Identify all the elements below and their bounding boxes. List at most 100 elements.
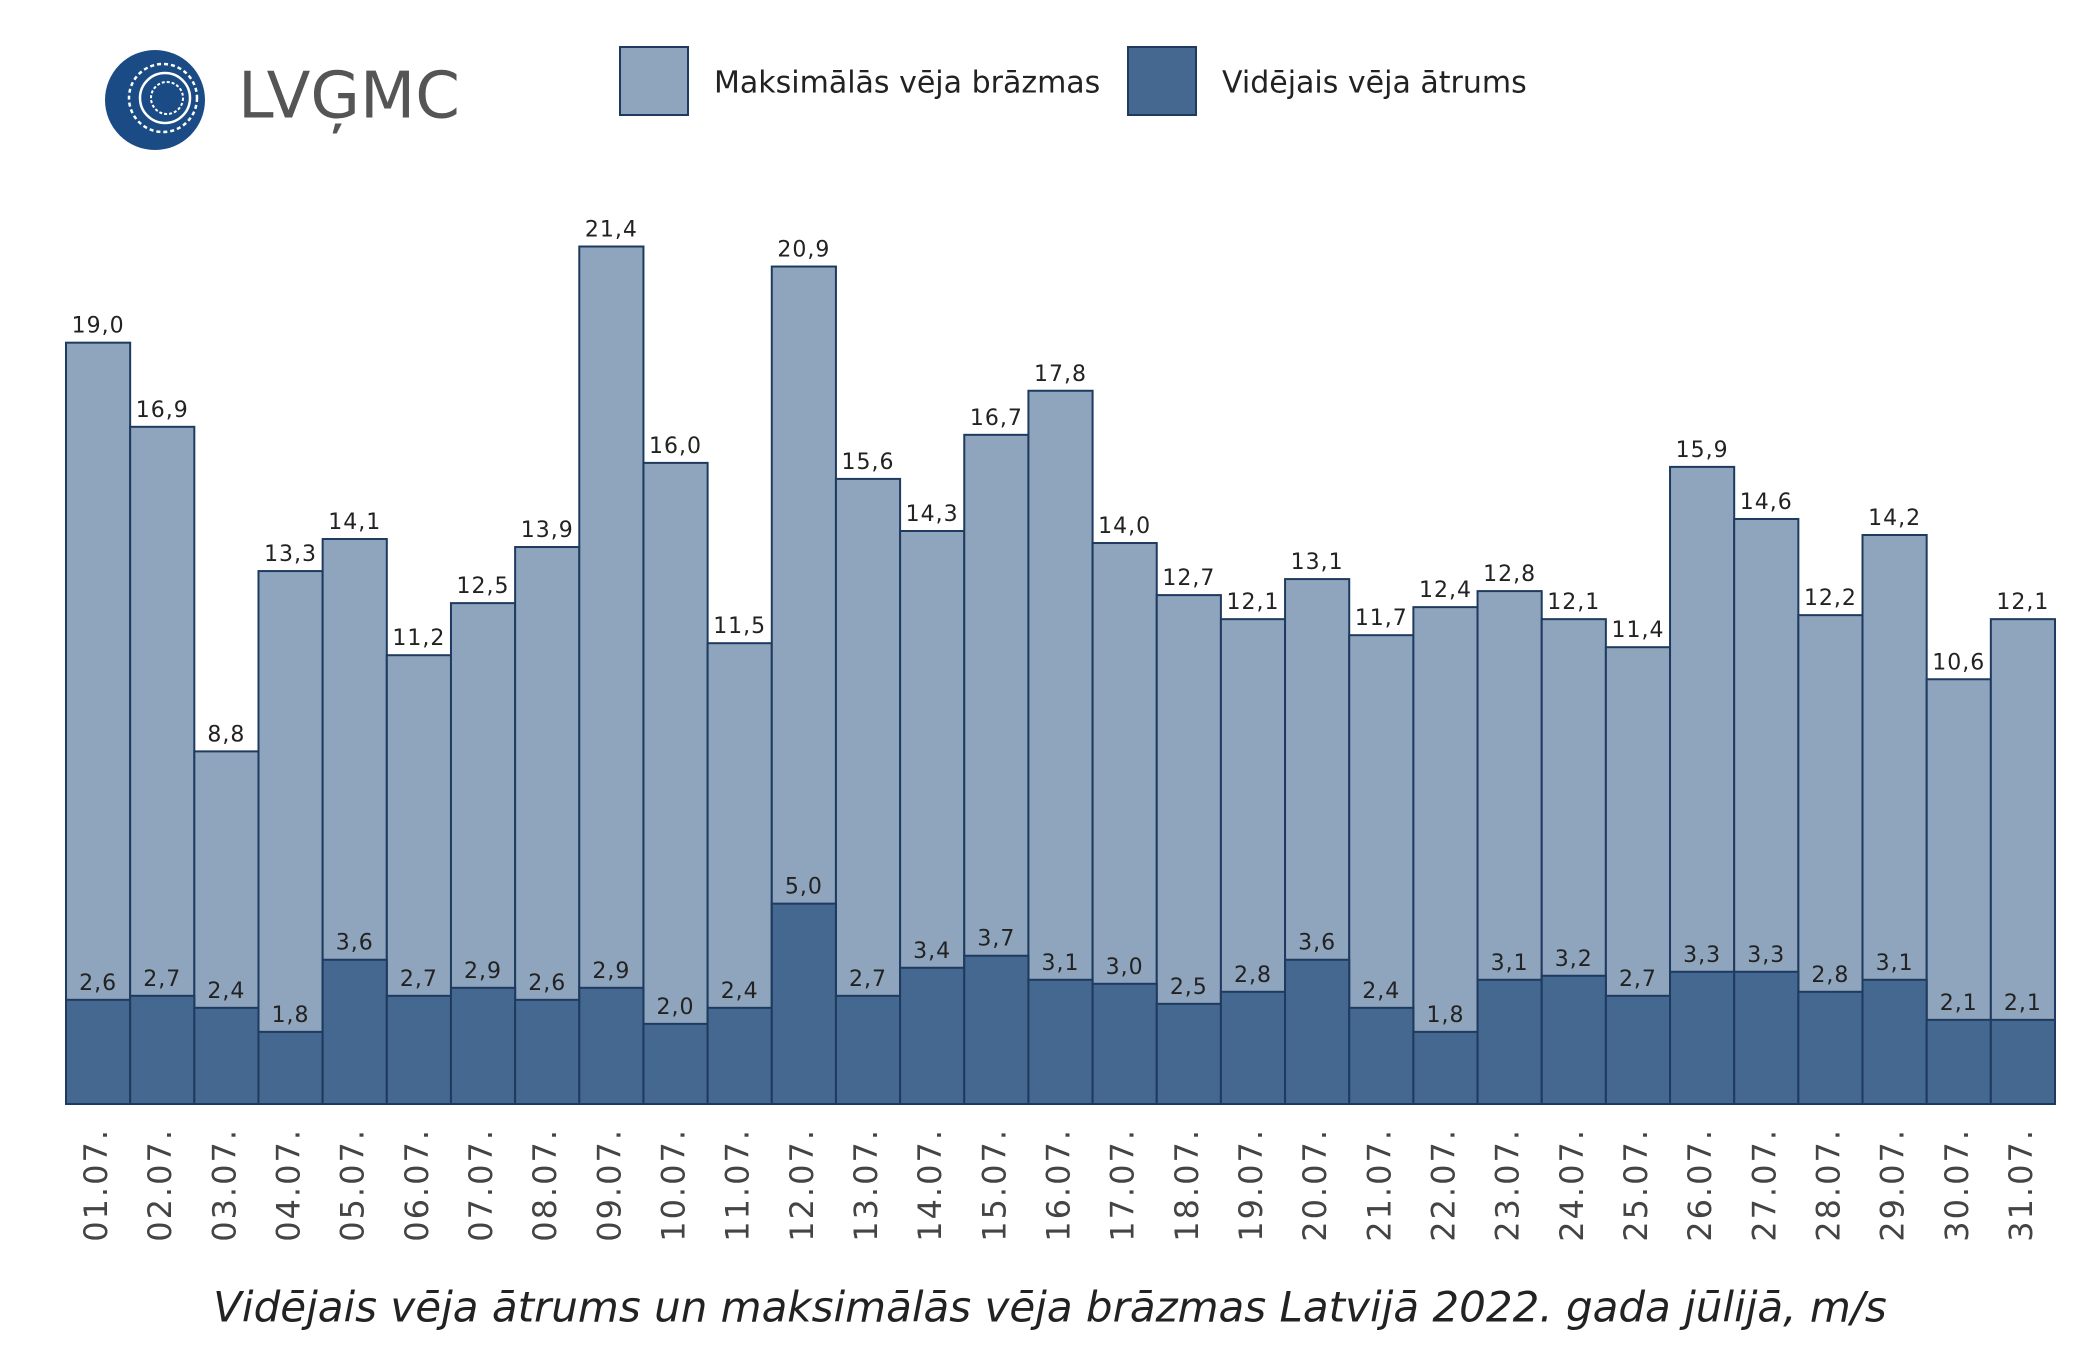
- value-label: 2,7: [849, 967, 887, 992]
- value-label: 12,4: [1419, 578, 1472, 603]
- x-tick-label: 24.07.: [1553, 1128, 1591, 1242]
- x-tick-label: 02.07.: [141, 1128, 179, 1242]
- value-label: 2,7: [400, 967, 438, 992]
- value-label: 12,2: [1804, 586, 1857, 611]
- x-tick-label: 21.07.: [1360, 1128, 1398, 1242]
- x-tick-label: 31.07.: [2002, 1128, 2040, 1242]
- value-label: 11,7: [1355, 606, 1408, 631]
- value-label: 10,6: [1932, 650, 1985, 675]
- x-tick-label: 17.07.: [1104, 1128, 1142, 1242]
- bar: [1219, 990, 1287, 1106]
- x-tick-label: 28.07.: [1809, 1128, 1847, 1242]
- value-label: 15,6: [842, 450, 895, 475]
- value-label: 14,0: [1098, 514, 1151, 539]
- value-label: 14,1: [328, 510, 381, 535]
- value-label: 2,4: [207, 979, 245, 1004]
- value-label: 15,9: [1676, 438, 1729, 463]
- logo-text: LVĢMC: [238, 60, 460, 134]
- value-label: 12,5: [457, 574, 510, 599]
- value-label: 3,3: [1747, 943, 1785, 968]
- value-label: 2,9: [592, 959, 630, 984]
- bar: [578, 986, 645, 1105]
- chart-title: Vidējais vēja ātrums un maksimālās vēja …: [213, 1283, 1887, 1332]
- value-label: 3,4: [913, 939, 951, 964]
- legend-label: Vidējais vēja ātrums: [1222, 66, 1527, 101]
- bar: [257, 1030, 324, 1106]
- value-label: 1,8: [1426, 1003, 1464, 1028]
- x-tick-label: 19.07.: [1232, 1128, 1270, 1242]
- value-label: 21,4: [585, 218, 638, 243]
- value-label: 2,8: [1811, 963, 1849, 988]
- value-label: 3,2: [1555, 947, 1593, 972]
- x-tick-label: 12.07.: [783, 1128, 821, 1242]
- value-label: 13,3: [264, 542, 317, 567]
- value-label: 2,5: [1170, 975, 1208, 1000]
- value-label: 2,1: [1940, 991, 1978, 1016]
- value-label: 11,5: [713, 614, 766, 639]
- bar: [1540, 974, 1607, 1105]
- value-label: 13,1: [1291, 550, 1344, 575]
- value-label: 3,7: [977, 927, 1015, 952]
- bar: [642, 1022, 709, 1105]
- x-tick-label: 26.07.: [1681, 1128, 1719, 1242]
- bar: [706, 1006, 773, 1105]
- value-label: 16,7: [970, 406, 1023, 431]
- x-tick-label: 07.07.: [462, 1128, 500, 1242]
- bar: [193, 1006, 260, 1105]
- value-label: 3,1: [1876, 951, 1914, 976]
- bar: [1091, 982, 1158, 1105]
- value-label: 8,8: [207, 722, 245, 747]
- value-label: 16,0: [649, 434, 702, 459]
- x-tick-label: 20.07.: [1296, 1128, 1334, 1242]
- value-label: 19,0: [72, 314, 125, 339]
- bar: [1733, 970, 1800, 1105]
- x-tick-label: 10.07.: [655, 1128, 693, 1242]
- value-label: 3,1: [1491, 951, 1529, 976]
- value-label: 2,8: [1234, 963, 1272, 988]
- bar: [1348, 1006, 1415, 1105]
- bar: [1669, 970, 1736, 1105]
- bar: [257, 570, 324, 1105]
- value-label: 12,1: [1226, 590, 1279, 615]
- value-label: 12,8: [1483, 562, 1536, 587]
- x-tick-label: 15.07.: [975, 1128, 1013, 1242]
- bar: [1989, 1018, 2057, 1106]
- x-tick-label: 03.07.: [205, 1128, 243, 1242]
- value-label: 11,2: [392, 626, 445, 651]
- x-tick-label: 08.07.: [526, 1128, 564, 1242]
- bar: [1476, 978, 1543, 1106]
- value-label: 12,7: [1162, 566, 1215, 591]
- bar: [770, 902, 837, 1106]
- value-label: 2,4: [721, 979, 759, 1004]
- bar: [1604, 994, 1672, 1105]
- value-label: 2,4: [1362, 979, 1400, 1004]
- bar: [899, 966, 966, 1106]
- bar: [642, 461, 709, 1105]
- value-label: 3,6: [336, 931, 374, 956]
- x-tick-label: 14.07.: [911, 1128, 949, 1242]
- value-label: 11,4: [1611, 618, 1664, 643]
- bar: [1412, 1030, 1479, 1106]
- bar: [65, 998, 132, 1105]
- value-label: 2,6: [79, 971, 117, 996]
- value-label: 2,6: [528, 971, 566, 996]
- value-label: 16,9: [136, 398, 189, 423]
- x-tick-label: 22.07.: [1424, 1128, 1462, 1242]
- bar: [578, 245, 645, 1105]
- bar: [1155, 1002, 1222, 1106]
- value-label: 14,3: [906, 502, 959, 527]
- value-label: 14,6: [1740, 490, 1793, 515]
- bar: [834, 994, 902, 1105]
- bar: [129, 994, 196, 1105]
- x-tick-label: 18.07.: [1168, 1128, 1206, 1242]
- bar: [1861, 978, 1928, 1106]
- value-label: 2,7: [1619, 967, 1657, 992]
- bar: [963, 954, 1030, 1106]
- value-label: 3,0: [1106, 955, 1144, 980]
- x-tick-label: 29.07.: [1874, 1128, 1912, 1242]
- bar: [385, 994, 452, 1105]
- bar: [65, 341, 132, 1106]
- logo-icon: [105, 50, 205, 150]
- legend-swatch: [1127, 46, 1197, 116]
